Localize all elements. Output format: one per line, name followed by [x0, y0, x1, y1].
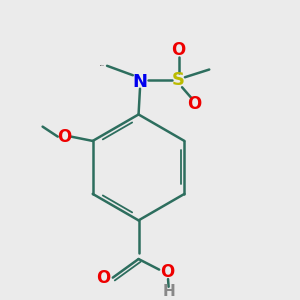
- Text: O: O: [96, 268, 110, 286]
- Text: methyl: methyl: [100, 64, 105, 66]
- Text: N: N: [133, 73, 148, 91]
- Text: H: H: [162, 284, 175, 299]
- Text: O: O: [57, 128, 71, 146]
- Text: O: O: [187, 95, 202, 113]
- Text: S: S: [172, 71, 185, 89]
- Text: O: O: [172, 41, 186, 59]
- Text: O: O: [160, 263, 174, 281]
